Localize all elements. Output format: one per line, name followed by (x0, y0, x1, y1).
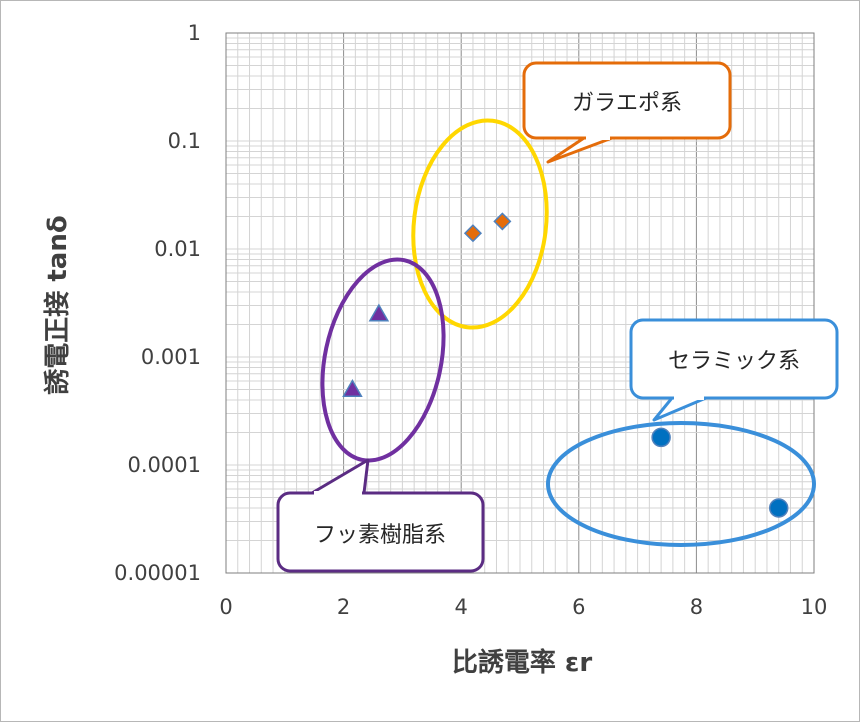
group-ellipse (411, 118, 549, 330)
group-ellipse (546, 421, 816, 547)
y-tick-label: 0.00001 (114, 561, 201, 585)
y-axis-label: 誘電正接 tanδ (43, 215, 73, 394)
y-tick-label: 1 (188, 21, 201, 45)
data-point-circle (651, 427, 671, 448)
grid (226, 32, 814, 573)
x-tick-label: 0 (219, 595, 232, 619)
x-axis-label: 比誘電率 εr (452, 647, 593, 678)
callout-label: ガラエポ系 (572, 91, 682, 116)
callout-label: フッ素樹脂系 (314, 523, 446, 548)
group-callout: フッ素樹脂系 (276, 458, 485, 573)
callout-box (276, 491, 485, 573)
data-point-triangle (342, 378, 363, 398)
y-tick-label: 0.0001 (128, 453, 201, 477)
data-point-circle (768, 498, 789, 518)
callout-label: セラミック系 (668, 349, 800, 374)
axis-ticks: 0 2 4 6 8 10 1 0.1 0.01 0.001 0.0001 0.00001 (114, 21, 827, 619)
y-tick-label: 0.001 (141, 345, 201, 369)
y-tick-label: 0.1 (168, 129, 201, 153)
group-callout: ガラエポ系 (522, 61, 732, 164)
callout-box (629, 318, 839, 400)
data-point-diamond (463, 224, 483, 243)
x-tick-label: 10 (801, 595, 828, 619)
x-tick-label: 8 (690, 595, 703, 619)
x-tick-label: 2 (337, 595, 350, 619)
data-point-triangle (368, 303, 390, 322)
plot-area (225, 32, 815, 574)
group-ellipses (320, 118, 816, 547)
x-tick-label: 4 (455, 595, 468, 619)
group-callout: セラミック系 (629, 318, 839, 422)
callout-box (522, 61, 732, 140)
x-tick-label: 6 (572, 595, 585, 619)
y-tick-label: 0.01 (154, 237, 201, 261)
group-ellipse (320, 257, 446, 463)
data-points (342, 212, 789, 518)
data-point-diamond (493, 212, 512, 231)
